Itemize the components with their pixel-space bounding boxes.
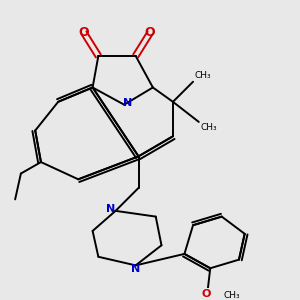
Text: O: O [201, 289, 211, 299]
Text: CH₃: CH₃ [194, 71, 211, 80]
Text: N: N [131, 264, 140, 274]
Text: N: N [123, 98, 132, 108]
Text: O: O [145, 26, 155, 40]
Text: CH₃: CH₃ [200, 123, 217, 132]
Text: N: N [106, 204, 115, 214]
Text: O: O [79, 26, 89, 40]
Text: CH₃: CH₃ [223, 291, 240, 300]
